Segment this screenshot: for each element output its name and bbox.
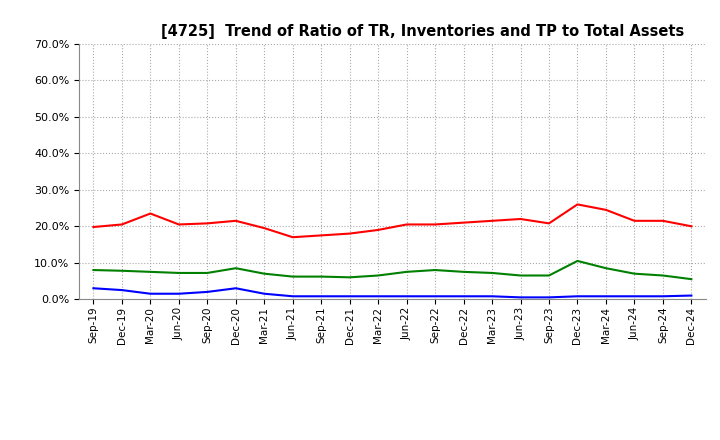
Inventories [487,293,496,299]
Trade Payables [687,276,696,282]
Trade Payables [516,273,525,278]
Trade Receivables [516,216,525,222]
Trade Receivables [602,207,611,213]
Trade Payables [174,270,183,275]
Trade Receivables [573,202,582,207]
Trade Receivables [487,218,496,224]
Trade Receivables [459,220,468,225]
Inventories [402,293,411,299]
Inventories [516,295,525,300]
Inventories [659,293,667,299]
Trade Payables [117,268,126,273]
Inventories [289,293,297,299]
Trade Receivables [402,222,411,227]
Text: [4725]  Trend of Ratio of TR, Inventories and TP to Total Assets: [4725] Trend of Ratio of TR, Inventories… [161,24,684,39]
Trade Receivables [117,222,126,227]
Trade Payables [89,268,98,273]
Trade Receivables [659,218,667,224]
Inventories [602,293,611,299]
Line: Trade Receivables: Trade Receivables [94,205,691,237]
Inventories [630,293,639,299]
Trade Receivables [687,224,696,229]
Trade Payables [487,270,496,275]
Inventories [346,293,354,299]
Trade Receivables [374,227,382,233]
Inventories [174,291,183,297]
Trade Payables [402,269,411,275]
Trade Receivables [203,221,212,226]
Line: Inventories: Inventories [94,288,691,297]
Trade Payables [203,270,212,275]
Trade Payables [260,271,269,276]
Inventories [545,295,554,300]
Trade Payables [346,275,354,280]
Inventories [459,293,468,299]
Line: Trade Payables: Trade Payables [94,261,691,279]
Trade Payables [374,273,382,278]
Trade Payables [232,266,240,271]
Trade Payables [630,271,639,276]
Trade Receivables [289,235,297,240]
Trade Payables [459,269,468,275]
Inventories [317,293,325,299]
Trade Payables [545,273,554,278]
Inventories [431,293,439,299]
Trade Receivables [146,211,155,216]
Trade Payables [602,266,611,271]
Trade Payables [317,274,325,279]
Trade Payables [289,274,297,279]
Trade Payables [146,269,155,275]
Trade Receivables [431,222,439,227]
Trade Payables [573,258,582,264]
Trade Receivables [317,233,325,238]
Inventories [146,291,155,297]
Inventories [117,287,126,293]
Trade Receivables [89,224,98,230]
Inventories [687,293,696,298]
Trade Payables [431,268,439,273]
Inventories [260,291,269,297]
Trade Receivables [630,218,639,224]
Trade Receivables [232,218,240,224]
Trade Receivables [545,221,554,226]
Trade Receivables [174,222,183,227]
Inventories [232,286,240,291]
Inventories [203,289,212,294]
Trade Payables [659,273,667,278]
Trade Receivables [346,231,354,236]
Inventories [374,293,382,299]
Trade Receivables [260,225,269,231]
Inventories [573,293,582,299]
Inventories [89,286,98,291]
